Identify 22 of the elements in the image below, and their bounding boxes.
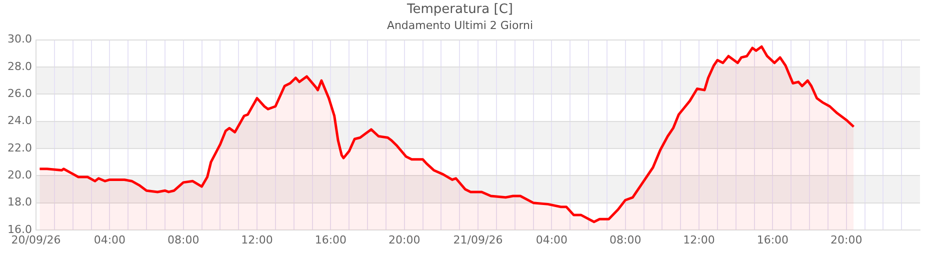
chart-title: Temperatura [C] xyxy=(406,2,513,18)
y-tick-label: 30.0 xyxy=(8,32,32,46)
x-tick-label: 20:00 xyxy=(388,233,420,246)
y-tick-label: 26.0 xyxy=(8,87,32,100)
x-tick-label: 04:00 xyxy=(94,233,126,246)
x-tick-label: 16:00 xyxy=(314,233,347,246)
x-tick-label: 04:00 xyxy=(536,233,568,246)
x-tick-label: 21/09/26 xyxy=(453,233,503,246)
y-tick-label: 18.0 xyxy=(8,196,32,209)
x-tick-label: 20:00 xyxy=(830,233,862,246)
chart-subtitle: Andamento Ultimi 2 Giorni xyxy=(386,19,534,32)
y-tick-label: 20.0 xyxy=(8,168,32,182)
y-tick-label: 24.0 xyxy=(8,114,32,128)
x-tick-label: 20/09/26 xyxy=(11,233,61,246)
y-tick-label: 28.0 xyxy=(8,60,32,73)
x-tick-label: 12:00 xyxy=(241,233,273,246)
y-tick-label: 22.0 xyxy=(8,141,32,154)
y-tick-label: 16.0 xyxy=(8,222,32,236)
x-tick-label: 16:00 xyxy=(756,233,789,246)
x-tick-label: 08:00 xyxy=(609,233,642,246)
x-tick-label: 08:00 xyxy=(167,233,200,246)
x-tick-label: 12:00 xyxy=(683,233,715,246)
